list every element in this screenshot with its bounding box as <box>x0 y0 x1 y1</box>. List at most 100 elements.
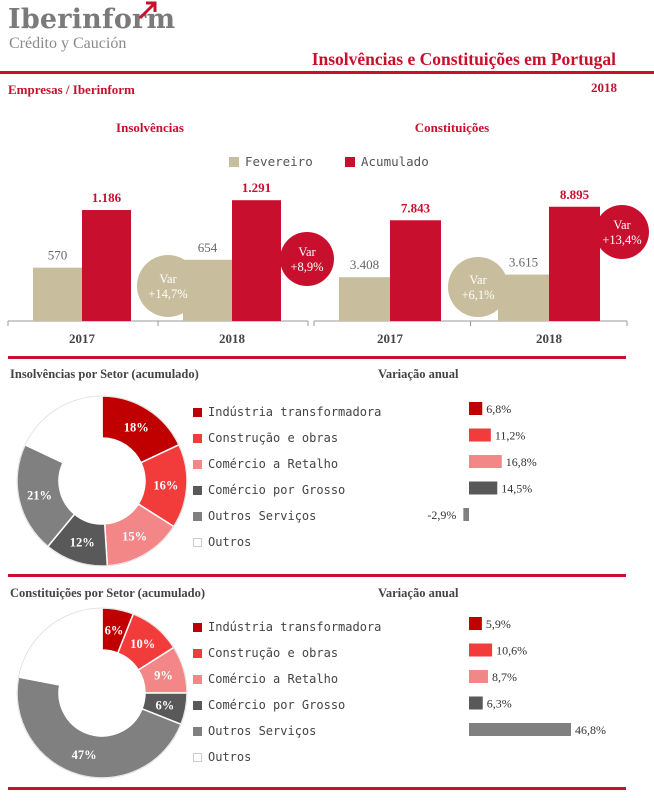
bar-fevereiro-2017 <box>339 277 390 321</box>
section-divider-1 <box>8 356 626 359</box>
donut-slice-label: 15% <box>122 530 147 544</box>
section-divider-2 <box>8 574 626 577</box>
variacao-bar <box>469 696 483 710</box>
sector-legend-item: Outros Serviços <box>193 503 381 529</box>
insolvencias-donut-chart: 18% 16% 15% 12% 21% <box>16 395 188 567</box>
insolvencias-variacao-title: Variação anual <box>378 367 459 381</box>
var-bubble <box>280 232 334 286</box>
source-label: Empresas / Iberinform <box>8 82 135 97</box>
sector-legend-swatch <box>193 726 202 736</box>
donut-slice-label: 18% <box>124 420 149 434</box>
category-label-2018: 2018 <box>219 331 246 346</box>
sector-legend-swatch <box>193 511 202 521</box>
var-bubble-value: +14,7% <box>148 287 187 301</box>
sector-legend-label: Outros Serviços <box>208 724 317 738</box>
sector-legend-item: Indústria transformadora <box>193 399 381 425</box>
donut-outline <box>16 395 188 567</box>
sector-legend-item: Construção e obras <box>193 640 381 666</box>
variacao-bar-label: 46,8% <box>575 723 606 737</box>
bar-acumulado-2018 <box>232 200 281 321</box>
legend-fevereiro-swatch <box>229 156 239 167</box>
var-bubble <box>595 205 649 259</box>
sector-legend-label: Construção e obras <box>208 431 339 445</box>
var-bubble-label: Var <box>159 272 177 286</box>
variacao-bar <box>469 723 572 736</box>
category-label-2017: 2017 <box>69 331 96 346</box>
constituicoes-donut-chart: 6% 10% 9% 6% 47% <box>16 607 188 779</box>
constituicoes-chart-title: Constituições <box>414 120 490 135</box>
sector-legend-label: Comércio por Grosso <box>208 483 346 497</box>
variacao-bar-label: 5,9% <box>486 617 511 631</box>
sector-legend-swatch <box>193 700 202 710</box>
donut-slice-label: 47% <box>72 748 97 762</box>
sector-legend-item: Comércio a Retalho <box>193 451 381 477</box>
sector-legend-label: Comércio por Grosso <box>208 698 346 712</box>
header-divider <box>0 71 654 74</box>
variacao-bar <box>469 455 502 468</box>
sector-legend-label: Outros <box>208 750 252 764</box>
legend-acumulado: Acumulado <box>345 154 429 169</box>
donut-slice-label: 16% <box>153 479 178 493</box>
bottom-divider <box>8 787 626 790</box>
sector-legend-label: Comércio a Retalho <box>208 457 339 471</box>
donut-slice-label: 10% <box>130 637 155 651</box>
var-bubble-label: Var <box>469 273 487 287</box>
sector-legend-swatch <box>193 485 202 495</box>
donut-slice-label: 12% <box>70 535 95 549</box>
bar-value-label: 570 <box>48 248 68 263</box>
report-title: Insolvências e Constituições em Portugal <box>311 49 616 69</box>
donut-slice-label: 6% <box>155 698 174 712</box>
sector-legend-item: Comércio por Grosso <box>193 477 381 503</box>
insolvencias-variacao-chart: 6,8% 11,2% 16,8% 14,5% -2,9% <box>427 402 537 522</box>
logo-arrow-icon <box>138 1 157 20</box>
sector-legend-item: Indústria transformadora <box>193 614 381 640</box>
category-label-2018: 2018 <box>536 331 563 346</box>
constituicoes-sector-title: Constituições por Setor (acumulado) <box>10 586 206 600</box>
sector-legend-swatch <box>193 537 202 547</box>
variacao-bar-label: 11,2% <box>495 429 526 443</box>
sector-legend-label: Outros Serviços <box>208 509 317 523</box>
constituicoes-sector-legend: Indústria transformadora Construção e obr… <box>193 614 381 770</box>
sector-legend-swatch <box>193 622 202 632</box>
variacao-bar-label: 14,5% <box>501 482 532 496</box>
insolvencias-sector-title: Insolvências por Setor (acumulado) <box>10 367 199 381</box>
sector-legend-swatch <box>193 648 202 658</box>
bar-value-label: 7.843 <box>401 200 431 215</box>
variacao-bar-label: -2,9% <box>427 508 456 522</box>
sector-legend-item: Outros <box>193 529 381 555</box>
variacao-bar <box>469 402 483 415</box>
constituicoes-variacao-chart: 5,9% 10,6% 8,7% 6,3% 46,8% <box>469 617 606 737</box>
legend-fevereiro: Fevereiro <box>229 154 313 169</box>
sector-legend-item: Outros <box>193 744 381 770</box>
variacao-bar <box>469 670 488 683</box>
bar-charts: 5701.18620176541.2912018Var+14,7%Var+8,9… <box>7 180 649 346</box>
legend-acumulado-swatch <box>345 156 355 167</box>
variacao-bar-label: 8,7% <box>492 670 517 684</box>
report-year: 2018 <box>591 80 617 95</box>
sector-legend-label: Outros <box>208 535 252 549</box>
variacao-bar-label: 16,8% <box>506 455 537 469</box>
bar-acumulado-2018 <box>549 206 600 321</box>
sector-legend-item: Comércio por Grosso <box>193 692 381 718</box>
bar-fevereiro-2017 <box>33 267 82 321</box>
var-bubble-label: Var <box>613 218 631 232</box>
bar-value-label: 1.291 <box>242 180 271 195</box>
variacao-bar-label: 10,6% <box>496 644 527 658</box>
donut-slice-label: 6% <box>105 624 124 638</box>
bar-value-label: 8.895 <box>560 187 590 202</box>
variacao-bar <box>469 481 498 495</box>
insolvencias-sector-legend: Indústria transformadora Construção e obr… <box>193 399 381 555</box>
variacao-bar <box>469 643 493 657</box>
var-bubble-value: +6,1% <box>461 288 494 302</box>
bar-acumulado-2017 <box>390 220 441 321</box>
legend-acumulado-label: Acumulado <box>361 154 429 169</box>
insolvencias-chart-title: Insolvências <box>116 120 184 135</box>
bar-value-label: 3.408 <box>350 257 379 272</box>
sector-legend-item: Outros Serviços <box>193 718 381 744</box>
sector-legend-label: Comércio a Retalho <box>208 672 339 686</box>
donut-slice-label: 9% <box>154 669 173 683</box>
legend-fevereiro-label: Fevereiro <box>245 154 313 169</box>
sector-legend-label: Indústria transformadora <box>208 405 382 419</box>
constituicoes-variacao-title: Variação anual <box>378 586 459 600</box>
sector-legend-swatch <box>193 433 202 443</box>
